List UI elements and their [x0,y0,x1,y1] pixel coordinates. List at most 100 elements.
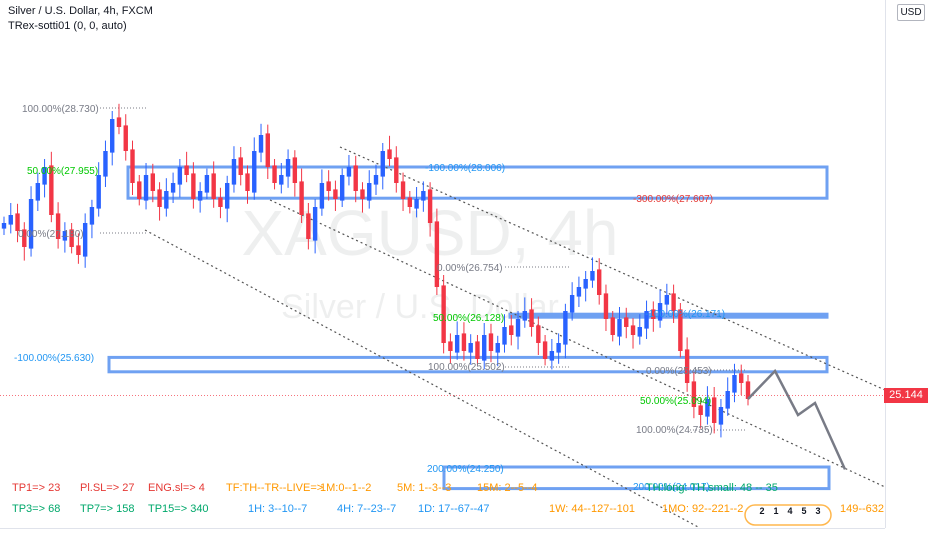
fib-label: 50.00%(27.955) [27,166,98,177]
candle-body [116,117,122,127]
badge-label: 1 [773,506,778,516]
price-axis-panel[interactable] [885,0,932,528]
candle-body [421,191,426,201]
candle-body [326,181,331,191]
zone-box [126,165,829,200]
fib-label: 200.00%(24.250) [427,464,504,475]
candle-body [644,311,649,329]
candle-body [556,343,561,353]
indicator-stat: 5M: 1--3--3 [397,482,452,494]
candle-body [306,213,311,239]
indicator-stat: 15M: 2--5--4 [477,482,538,494]
candle-body [285,159,291,177]
candle-body [123,125,128,151]
fib-label: 50.00%(26.128) [433,313,504,324]
chart-legend: Silver / U.S. Dollar, 4h, FXCM TRex-sott… [8,4,153,34]
candle-body [82,223,88,257]
candle-body [427,189,433,223]
indicator-stat: Pl.SL=> 27 [80,482,135,494]
candle-body [22,229,27,247]
candle-body [137,181,142,199]
candle-body [373,175,379,185]
candle-body [265,133,270,167]
candle-body [698,405,703,415]
candle-body [62,231,68,241]
fib-label: 200.00%(24.017) [633,482,710,493]
candle-body [597,269,602,295]
candle-body [576,287,582,297]
symbol-title[interactable]: Silver / U.S. Dollar, 4h, FXCM [8,5,153,17]
candle-body [387,149,392,159]
candle-body [671,293,676,311]
candle-body [725,391,730,409]
candle-body [400,181,406,199]
candle-body [360,189,365,199]
candle-body [245,173,250,191]
badge-label: 2 [759,506,764,516]
candle-body [231,159,237,185]
badge-strip [744,504,832,526]
candle-body [536,325,541,343]
badge-label: 3 [815,506,820,516]
candle-body [319,183,325,209]
indicator-stat: 1M:0--1--2 [320,482,372,494]
candle-body [617,319,622,337]
currency-button[interactable]: USD [897,4,925,21]
candle-body [367,183,372,201]
candle-body [211,173,216,199]
candle-body [312,207,318,241]
candle-body [705,399,710,417]
candle-body [49,165,54,215]
candle-body [454,335,460,353]
candle-body [150,173,155,191]
candle-body [96,175,101,209]
candle-body [684,349,690,383]
candle-body [691,381,697,407]
candle-body [42,167,47,185]
candle-body [441,285,446,343]
badge-label: 5 [801,506,806,516]
candle-body [333,189,338,199]
candle-body [218,197,223,207]
candle-body [339,175,345,201]
candle-body [103,151,108,177]
candle-body [448,341,453,351]
fib-label: 50.00%(25.094) [640,396,711,407]
indicator-title[interactable]: TRex-sotti01 (0, 0, auto) [8,20,127,32]
candle-body [637,327,642,337]
candle-body [55,213,61,239]
indicator-stat: TP3=> 68 [12,503,61,515]
indicator-stat: TP7=> 158 [80,503,135,515]
candle-body [353,165,358,191]
candle-body [225,183,230,209]
candle-body [157,189,162,207]
fib-label: 100.00%(28.730) [22,104,99,115]
fib-label: 0.00%(26.754) [437,263,503,274]
candle-body [170,183,176,193]
candle-body [739,373,744,383]
candle-body [711,397,717,423]
candle-body [509,325,514,335]
candle-body [583,279,588,289]
fib-label: 100.00%(25.502) [428,362,505,373]
fib-label: -300.00%(27.607) [633,194,713,205]
candle-body [130,149,135,183]
candle-body [8,215,13,225]
candle-body [35,183,41,201]
candle-body [502,327,507,345]
candle-body [482,335,487,361]
zone-box [508,312,829,319]
candle-body [590,271,595,281]
candle-body [110,119,115,153]
watermark-name: Silver / U.S. Dollar [281,288,559,326]
candle-body [414,199,419,209]
time-axis-panel[interactable] [0,528,885,551]
indicator-stat: 1MO: 92--221--2 [662,503,744,515]
indicator-stat: 4H: 7--23--7 [337,503,397,515]
projection-path [747,368,847,470]
fib-label: 100.00%(24.735) [636,425,713,436]
candle-body [69,229,74,247]
candle-body [657,303,663,321]
